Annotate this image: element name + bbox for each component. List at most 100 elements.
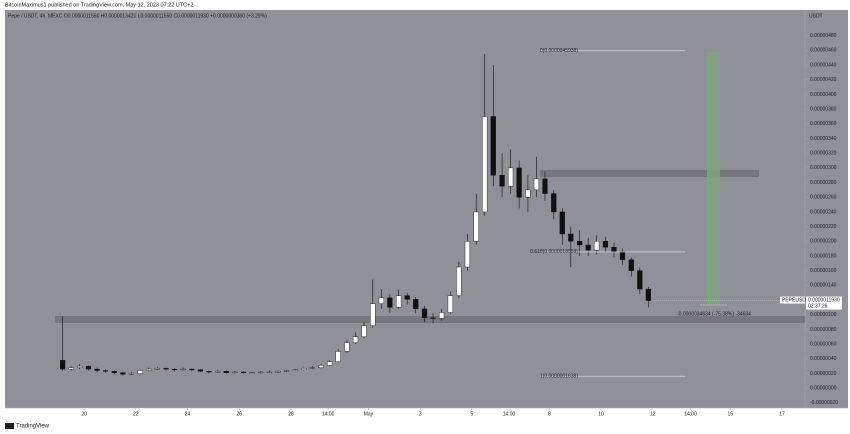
candle-body xyxy=(499,175,505,187)
y-tick-label: 0.00000360 xyxy=(810,121,837,127)
candle-body xyxy=(542,178,548,194)
candle-body xyxy=(94,368,100,371)
measure-label: -0.0000034634 (-75.38%) -34634 xyxy=(677,311,751,317)
y-tick-label: -0.00000020 xyxy=(810,400,838,406)
x-tick-label: 3 xyxy=(419,411,422,417)
candle-body xyxy=(60,360,66,370)
plot-area xyxy=(5,10,805,408)
candle-body xyxy=(197,369,204,372)
candle-body xyxy=(206,371,212,373)
y-tick-label: 0.00000200 xyxy=(810,239,837,245)
candle-body xyxy=(611,246,617,252)
y-tick-label: 0.00000000 xyxy=(810,386,837,392)
candle-body xyxy=(619,251,626,260)
y-tick-label: 0.00000320 xyxy=(810,151,837,157)
y-tick-label: 0.00000180 xyxy=(810,253,837,259)
candle-body xyxy=(85,365,92,370)
x-tick-label: May xyxy=(364,411,374,417)
candle-body xyxy=(516,167,522,198)
y-axis-label: USDT xyxy=(809,13,823,19)
x-tick-label: 5 xyxy=(470,411,473,417)
candle-body xyxy=(585,244,591,251)
y-tick-label: 0.00000460 xyxy=(810,48,837,54)
x-tick-label: 15 xyxy=(728,411,734,417)
candle-body xyxy=(430,317,436,319)
y-tick-label: 0.00000340 xyxy=(810,136,837,142)
candle-body xyxy=(482,116,488,213)
fib-label: 1(0.0000001638) xyxy=(540,373,578,379)
candle-body xyxy=(215,371,221,373)
footer-logo: TradingView xyxy=(16,424,50,430)
y-tick-label: 0.00000160 xyxy=(810,268,837,274)
candle-body xyxy=(628,259,634,271)
candle-body xyxy=(146,368,152,371)
candle-body xyxy=(473,211,479,242)
x-tick-label: 26 xyxy=(236,411,242,417)
support-zone xyxy=(55,316,805,323)
y-tick-label: 0.00000440 xyxy=(810,62,837,68)
target-range xyxy=(707,52,720,305)
candle-body xyxy=(68,367,74,370)
x-tick-label: 14:00 xyxy=(684,411,697,417)
candle-body xyxy=(154,368,160,370)
y-tick-label: 0.00000420 xyxy=(810,77,837,83)
candle-body xyxy=(490,116,496,176)
x-tick-label: 20 xyxy=(81,411,87,417)
candle-body xyxy=(318,365,324,368)
candle-body xyxy=(77,365,83,368)
candle-body xyxy=(111,371,117,373)
countdown-label: 02:37:26 xyxy=(808,303,828,309)
x-tick-label: 14:00 xyxy=(322,411,335,417)
header: BitcoinMaximus1 published on TradingView… xyxy=(5,2,193,8)
chart-title: Pepe / USDT, 4h, MEXC O0.0000011550 H0.0… xyxy=(8,13,267,19)
candle-body xyxy=(352,336,359,343)
candle-body xyxy=(163,368,169,370)
y-tick-label: 0.00000380 xyxy=(810,106,837,112)
x-tick-label: 22 xyxy=(133,411,139,417)
candle-body xyxy=(361,325,367,337)
x-tick-label: 8 xyxy=(548,411,551,417)
y-tick-label: 0.00000080 xyxy=(810,327,837,333)
candle-body xyxy=(370,303,376,326)
candle-body xyxy=(102,370,109,372)
y-tick-label: 0.00000300 xyxy=(810,165,837,171)
candle-body xyxy=(533,178,540,191)
candle-body xyxy=(568,233,574,242)
candle-body xyxy=(137,370,143,374)
candle-body xyxy=(378,297,384,304)
x-tick-label: 12 xyxy=(650,411,656,417)
y-tick-label: 0.00000280 xyxy=(810,180,837,186)
candle-body xyxy=(180,368,186,371)
candle-body xyxy=(525,189,531,198)
candle-body xyxy=(327,361,333,366)
y-tick-label: 0.00000260 xyxy=(810,195,837,201)
candle-body xyxy=(413,299,419,310)
candle-body xyxy=(594,241,600,251)
candle-body xyxy=(223,371,229,373)
y-tick-label: 0.00000020 xyxy=(810,371,837,377)
candle-body xyxy=(438,312,445,319)
y-tick-label: 0.00000240 xyxy=(810,209,837,215)
candle-body xyxy=(421,308,428,318)
candle-body xyxy=(404,295,410,300)
candle-body xyxy=(551,193,557,213)
resistance-zone xyxy=(540,170,759,177)
candle-body xyxy=(456,266,462,296)
symbol-label: PEPEUSDT xyxy=(782,297,809,303)
candle-body xyxy=(602,241,609,248)
fib-label: 0(0.0000045938) xyxy=(540,48,578,54)
candle-body xyxy=(637,270,643,290)
x-tick-label: 10 xyxy=(598,411,604,417)
y-tick-label: 0.00000060 xyxy=(810,341,837,347)
candle-body xyxy=(258,371,264,374)
logo-icon xyxy=(5,423,14,429)
x-tick-label: 14:00 xyxy=(503,411,516,417)
x-tick-label: 17 xyxy=(779,411,785,417)
candle-body xyxy=(507,167,514,187)
y-tick-label: 0.00000140 xyxy=(810,283,837,289)
candle-body xyxy=(266,371,273,374)
price-box xyxy=(806,296,842,310)
y-tick-label: 0.00000100 xyxy=(810,312,837,318)
y-tick-label: 0.00000220 xyxy=(810,224,837,230)
